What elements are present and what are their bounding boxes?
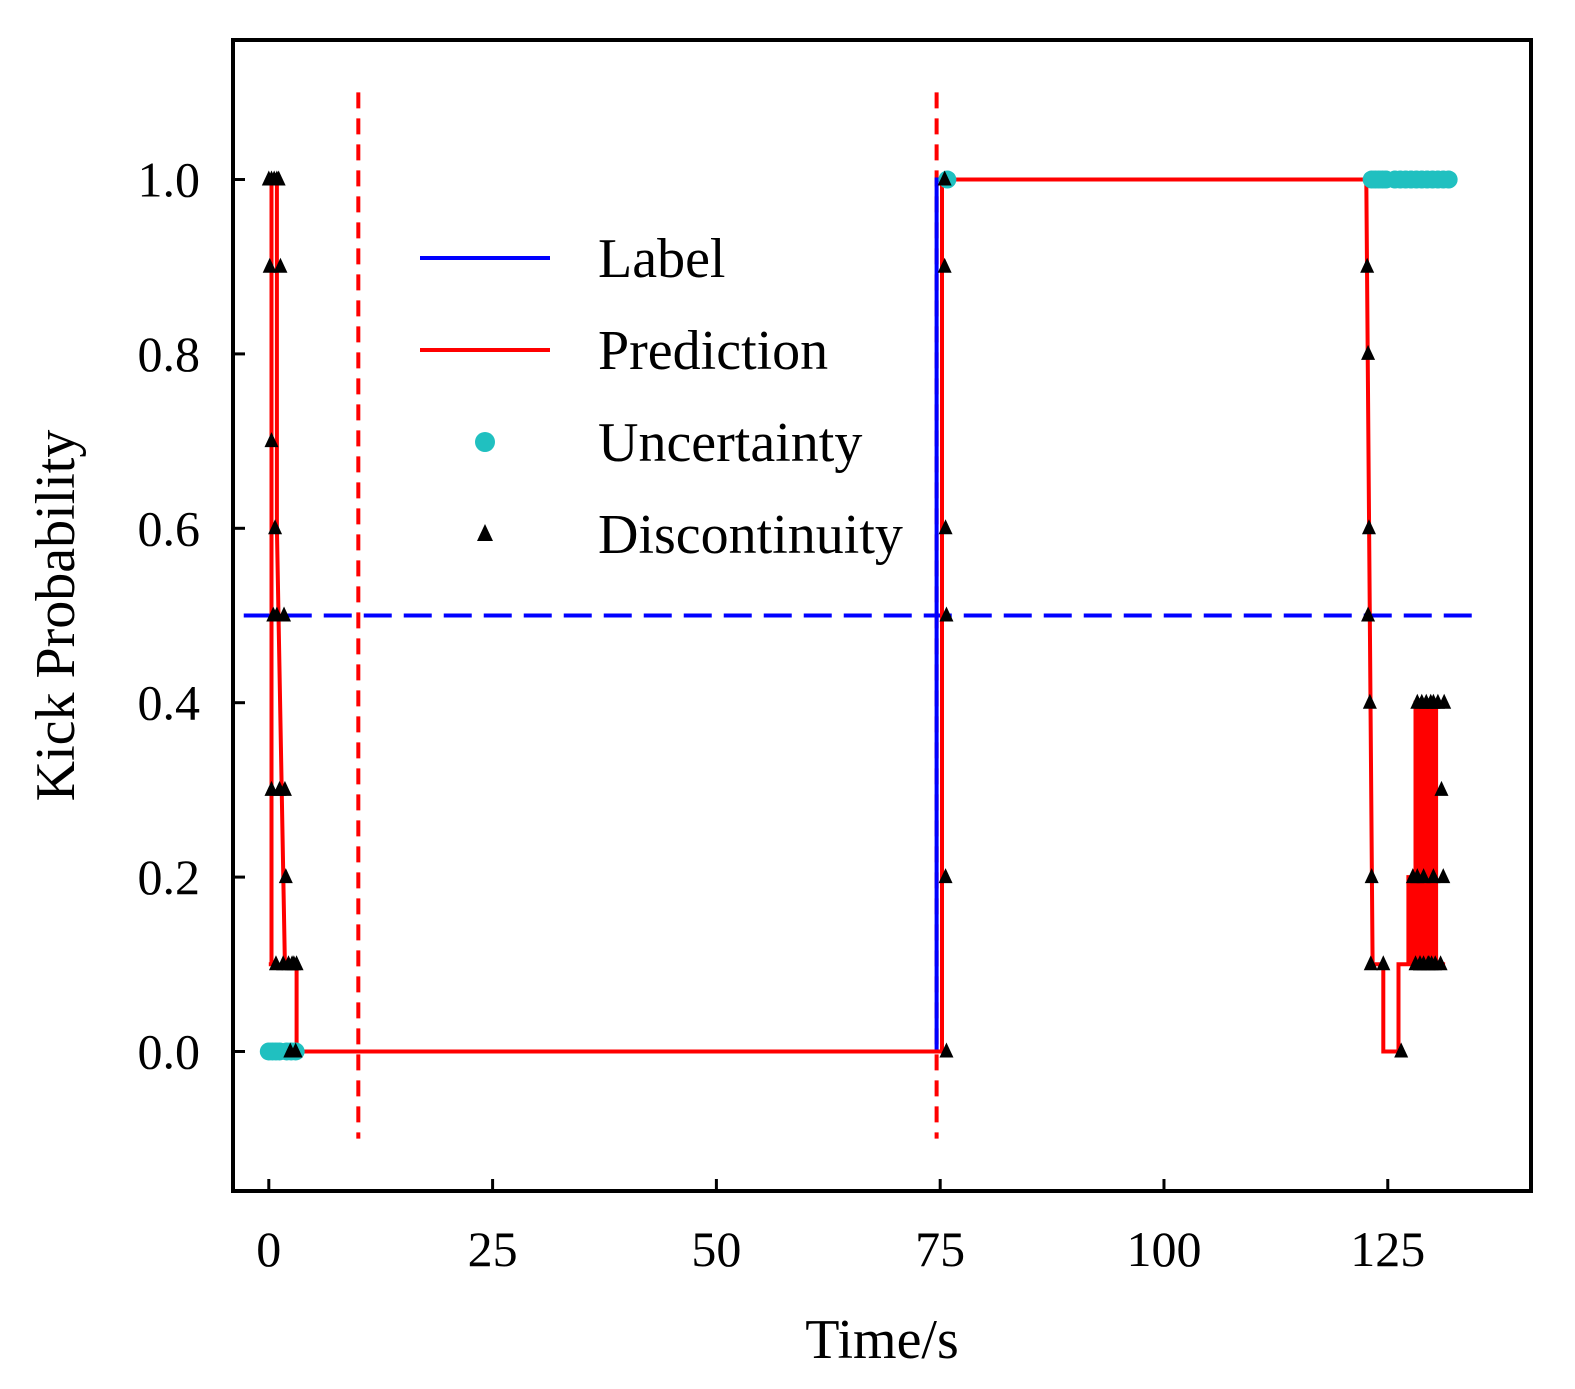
discontinuity-point	[264, 780, 279, 796]
discontinuity-point	[1434, 780, 1449, 796]
discontinuity-point	[1394, 1042, 1409, 1058]
discontinuity-point	[1416, 868, 1431, 884]
discontinuity-point	[1360, 257, 1375, 273]
legend-item-prediction: Prediction	[420, 320, 828, 382]
axis-ticks: 0 25 50 75 100 125 0.0 0.2 0.4 0.6 0.8 1.0	[138, 152, 1426, 1277]
discontinuity-point	[1362, 693, 1377, 709]
discontinuity-point	[264, 432, 279, 448]
reference-lines	[243, 92, 1478, 1139]
discontinuity-point	[266, 606, 281, 622]
legend-label-prediction: Prediction	[598, 320, 828, 382]
y-tick-label: 0.8	[138, 326, 201, 382]
x-tick-label: 0	[256, 1221, 281, 1277]
x-tick-label: 125	[1350, 1221, 1425, 1277]
discontinuity-point	[938, 868, 953, 884]
y-tick-label: 0.4	[138, 675, 201, 731]
y-axis-label: Kick Probability	[25, 430, 87, 802]
y-tick-label: 0.0	[138, 1023, 201, 1079]
discontinuity-point	[277, 780, 292, 796]
discontinuity-point	[278, 868, 293, 884]
legend-swatch-discontinuity	[477, 524, 493, 541]
legend-label-uncertainty: Uncertainty	[598, 412, 862, 474]
y-tick-label: 1.0	[138, 152, 201, 208]
y-tick-label: 0.2	[138, 849, 201, 905]
discontinuity-point	[283, 1042, 298, 1058]
y-tick-label: 0.6	[138, 500, 201, 556]
discontinuity-point	[277, 606, 292, 622]
discontinuity-point	[1364, 868, 1379, 884]
discontinuity-point	[937, 170, 952, 186]
discontinuity-point	[1433, 955, 1448, 971]
legend-item-uncertainty: Uncertainty	[475, 412, 862, 474]
plot-frame	[231, 38, 1533, 1193]
legend-label-discontinuity: Discontinuity	[598, 504, 903, 566]
discontinuity-point	[939, 606, 954, 622]
discontinuity-point	[1361, 606, 1376, 622]
legend-label-label: Label	[598, 228, 725, 290]
legend: Label Prediction Uncertainty Discontinuity	[420, 228, 903, 566]
series-markers	[259, 170, 1458, 1061]
discontinuity-point	[939, 1042, 954, 1058]
discontinuity-point	[1376, 955, 1391, 971]
x-tick-label: 75	[915, 1221, 965, 1277]
x-axis-label: Time/s	[805, 1309, 959, 1371]
discontinuity-point	[1412, 955, 1427, 971]
discontinuity-point	[1410, 693, 1425, 709]
discontinuity-point	[1437, 693, 1452, 709]
discontinuity-point	[1361, 344, 1376, 360]
discontinuity-point	[271, 170, 286, 186]
discontinuity-point	[262, 257, 277, 273]
discontinuity-point	[1436, 868, 1451, 884]
discontinuity-point	[1426, 868, 1441, 884]
discontinuity-point	[938, 519, 953, 535]
discontinuity-point	[1363, 955, 1378, 971]
discontinuity-point	[268, 519, 283, 535]
discontinuity-point	[937, 257, 952, 273]
discontinuity-point	[1426, 693, 1441, 709]
discontinuity-point	[1424, 955, 1439, 971]
uncertainty-point	[1439, 170, 1458, 189]
discontinuity-point	[1361, 519, 1376, 535]
legend-item-discontinuity: Discontinuity	[477, 504, 903, 566]
legend-item-label: Label	[420, 228, 725, 290]
discontinuity-point	[273, 257, 288, 273]
x-tick-label: 100	[1126, 1221, 1201, 1277]
x-tick-label: 50	[691, 1221, 741, 1277]
legend-swatch-uncertainty	[475, 432, 495, 452]
x-tick-label: 25	[468, 1221, 518, 1277]
discontinuity-point	[289, 955, 304, 971]
